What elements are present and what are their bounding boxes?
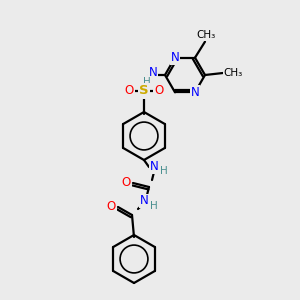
Text: S: S xyxy=(139,85,149,98)
Text: O: O xyxy=(154,85,164,98)
Text: O: O xyxy=(106,200,116,214)
Text: CH₃: CH₃ xyxy=(224,68,243,78)
Text: H: H xyxy=(143,77,151,87)
Text: CH₃: CH₃ xyxy=(196,30,216,40)
Text: N: N xyxy=(140,194,148,208)
Text: N: N xyxy=(150,160,158,173)
Text: N: N xyxy=(171,51,179,64)
Text: H: H xyxy=(150,201,158,211)
Text: O: O xyxy=(124,85,134,98)
Text: H: H xyxy=(160,166,168,176)
Text: N: N xyxy=(148,65,158,79)
Text: O: O xyxy=(122,176,130,190)
Text: N: N xyxy=(190,86,200,99)
